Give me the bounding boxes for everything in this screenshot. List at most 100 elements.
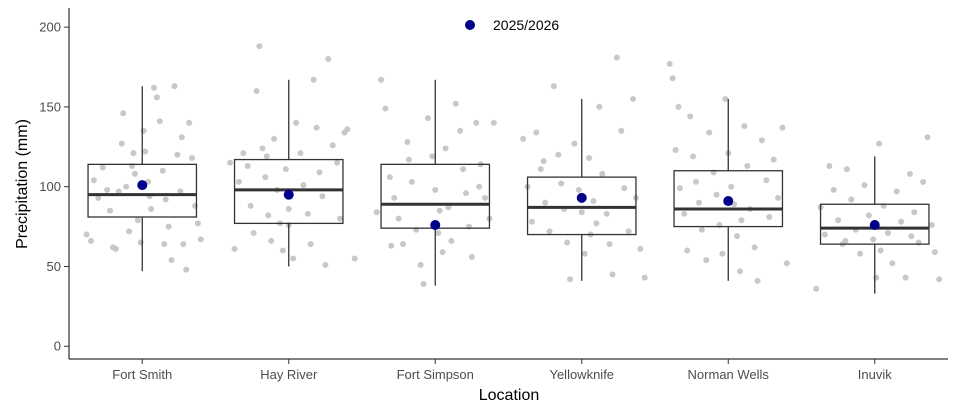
y-tick-label: 0 — [54, 339, 61, 354]
jitter-point-inuvik — [865, 212, 872, 219]
jitter-point-hay-river — [268, 237, 275, 244]
jitter-point-yellowknife — [564, 239, 571, 246]
jitter-point-fort-smith — [134, 217, 141, 224]
jitter-point-fort-simpson — [388, 242, 395, 249]
jitter-point-hay-river — [290, 255, 297, 262]
jitter-point-norman-wells — [734, 233, 741, 240]
jitter-point-norman-wells — [763, 177, 770, 184]
y-tick-label: 50 — [47, 259, 61, 274]
jitter-point-inuvik — [835, 217, 842, 224]
jitter-point-fort-smith — [118, 140, 125, 147]
jitter-point-yellowknife — [618, 127, 625, 134]
x-tick-label-hay-river: Hay River — [260, 367, 318, 382]
y-axis-title: Precipitation (mm) — [14, 119, 31, 249]
jitter-point-inuvik — [889, 260, 896, 267]
jitter-point-fort-smith — [161, 241, 168, 248]
jitter-point-fort-smith — [178, 134, 185, 141]
highlight-points-layer — [137, 180, 880, 230]
jitter-point-inuvik — [813, 285, 820, 292]
jitter-point-hay-river — [313, 124, 320, 131]
jitter-point-hay-river — [322, 261, 329, 268]
jitter-point-hay-river — [282, 166, 289, 173]
jitter-point-fort-smith — [131, 170, 138, 177]
jitter-point-yellowknife — [596, 103, 603, 110]
jitter-point-hay-river — [262, 174, 269, 181]
jitter-point-fort-smith — [95, 194, 102, 201]
jitter-point-fort-simpson — [436, 207, 443, 214]
jitter-point-norman-wells — [766, 214, 773, 221]
jitter-point-fort-smith — [112, 245, 119, 252]
jitter-point-yellowknife — [637, 245, 644, 252]
jitter-point-inuvik — [870, 236, 877, 243]
jitter-point-fort-simpson — [452, 100, 459, 107]
jitter-point-fort-smith — [171, 83, 178, 90]
jitter-point-fort-smith — [197, 236, 204, 243]
jitter-point-hay-river — [250, 229, 257, 236]
jitter-point-fort-simpson — [417, 261, 424, 268]
jitter-point-norman-wells — [698, 226, 705, 233]
jitter-point-hay-river — [310, 76, 317, 83]
jitter-point-fort-simpson — [476, 183, 483, 190]
jitter-point-yellowknife — [567, 276, 574, 283]
jitter-point-yellowknife — [603, 210, 610, 217]
jitter-point-norman-wells — [738, 217, 745, 224]
jitter-point-hay-river — [279, 247, 286, 254]
jitter-point-norman-wells — [690, 153, 697, 160]
jitter-point-hay-river — [231, 245, 238, 252]
jitter-point-inuvik — [924, 134, 931, 141]
jitter-point-inuvik — [826, 162, 833, 169]
jitter-point-fort-smith — [87, 237, 94, 244]
jitter-point-norman-wells — [713, 191, 720, 198]
jitter-point-yellowknife — [625, 228, 632, 235]
jitter-point-inuvik — [877, 247, 884, 254]
jitter-point-fort-simpson — [432, 186, 439, 193]
x-ticks-layer: Fort Smith Hay River Fort Simpson Yellowkni… — [112, 359, 892, 382]
x-axis-title: Location — [479, 387, 540, 404]
jitter-point-fort-simpson — [405, 156, 412, 163]
jitter-point-hay-river — [316, 169, 323, 176]
legend: 2025/2026 — [465, 17, 559, 33]
jitter-point-hay-river — [256, 43, 263, 50]
jitter-point-inuvik — [906, 170, 913, 177]
jitter-point-fort-simpson — [424, 115, 431, 122]
jitter-point-yellowknife — [581, 250, 588, 257]
jitter-point-hay-river — [293, 119, 300, 126]
jitter-point-yellowknife — [546, 228, 553, 235]
jitter-point-hay-river — [263, 153, 270, 160]
jitter-point-fort-simpson — [382, 105, 389, 112]
jitter-point-inuvik — [842, 237, 849, 244]
jitter-point-inuvik — [902, 274, 909, 281]
jitter-point-hay-river — [259, 145, 266, 152]
jitter-point-fort-simpson — [429, 153, 436, 160]
jitter-point-hay-river — [351, 255, 358, 262]
jitter-point-norman-wells — [775, 194, 782, 201]
jitter-point-hay-river — [297, 150, 304, 157]
jitter-point-norman-wells — [736, 268, 743, 275]
jitter-point-hay-river — [240, 150, 247, 157]
highlight-point-fort-smith — [137, 180, 148, 191]
jitter-point-yellowknife — [630, 95, 637, 102]
jitter-point-hay-river — [307, 241, 314, 248]
jitter-point-fort-simpson — [439, 249, 446, 256]
jitter-point-norman-wells — [675, 103, 682, 110]
jitter-point-hay-river — [244, 162, 251, 169]
jitter-point-fort-smith — [174, 151, 181, 158]
jitter-point-yellowknife — [593, 220, 600, 227]
jitter-point-yellowknife — [528, 218, 535, 225]
jitter-point-hay-river — [265, 212, 272, 219]
jitter-point-hay-river — [337, 215, 344, 222]
legend-label-2025-2026: 2025/2026 — [493, 17, 559, 33]
jitter-point-yellowknife — [578, 209, 585, 216]
jitter-point-yellowknife — [590, 198, 597, 205]
jitter-point-hay-river — [235, 178, 242, 185]
jitter-point-norman-wells — [693, 178, 700, 185]
jitter-point-fort-smith — [142, 148, 149, 155]
boxes-layer — [87, 79, 930, 294]
jitter-point-fort-smith — [153, 94, 160, 101]
jitter-point-yellowknife — [520, 135, 527, 142]
jitter-point-fort-smith — [168, 257, 175, 264]
jitter-point-fort-simpson — [490, 119, 497, 126]
x-tick-label-fort-simpson: Fort Simpson — [397, 367, 474, 382]
jitter-point-norman-wells — [779, 124, 786, 131]
